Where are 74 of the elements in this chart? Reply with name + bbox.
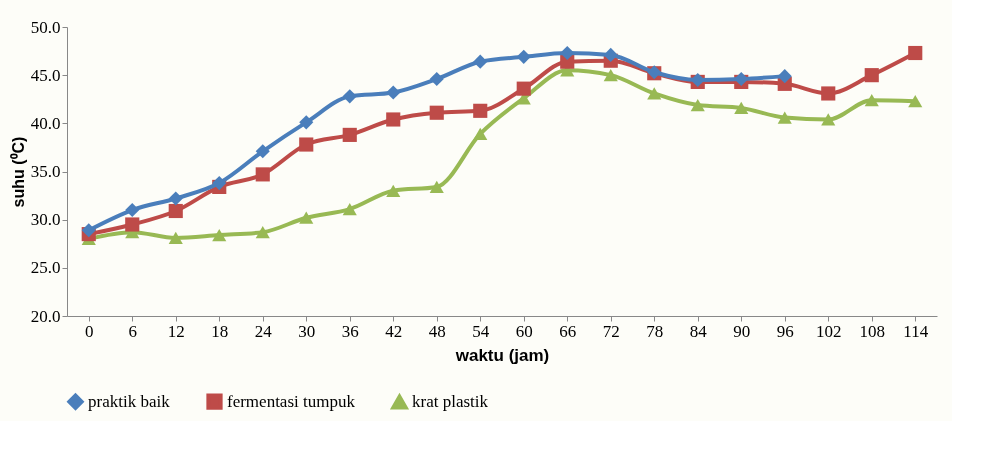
point xyxy=(125,217,140,232)
x-tick-label: 90 xyxy=(733,321,751,341)
y-axis-title: suhu (⁰C) xyxy=(9,136,27,208)
x-tick-label: 6 xyxy=(128,321,137,341)
x-tick-label: 84 xyxy=(689,321,708,341)
point xyxy=(473,127,488,141)
y-tick-label: 40.0 xyxy=(30,113,61,133)
point xyxy=(429,105,444,120)
point xyxy=(342,202,357,216)
x-tick-label: 36 xyxy=(341,321,359,341)
point xyxy=(603,69,618,82)
x-tick-label: 96 xyxy=(776,321,794,341)
y-tick-label: 25.0 xyxy=(30,258,61,278)
x-tick-label: 60 xyxy=(515,321,533,341)
x-tick-label: 24 xyxy=(254,321,273,341)
point xyxy=(734,101,749,115)
x-tick-label: 114 xyxy=(903,321,929,341)
y-tick-label: 45.0 xyxy=(30,65,61,85)
x-tick-label: 66 xyxy=(559,321,577,341)
point xyxy=(299,115,314,130)
y-tick-label: 20.0 xyxy=(30,306,61,326)
x-tick-label: 12 xyxy=(167,321,185,341)
x-tick-label: 30 xyxy=(298,321,316,341)
point xyxy=(516,81,531,96)
point xyxy=(821,113,836,126)
x-tick-label: 78 xyxy=(646,321,664,341)
point xyxy=(386,85,401,100)
point xyxy=(908,45,923,61)
y-tick-label: 35.0 xyxy=(30,162,61,181)
point xyxy=(386,112,401,127)
point xyxy=(429,71,444,87)
x-tick-label: 102 xyxy=(816,321,842,341)
x-tick-label: 42 xyxy=(385,321,403,341)
legend-label: krat plastik xyxy=(412,392,489,412)
point xyxy=(299,137,314,152)
point xyxy=(864,94,879,107)
point xyxy=(690,98,705,112)
x-tick-label: 72 xyxy=(602,321,620,341)
point xyxy=(473,103,488,118)
point xyxy=(81,223,96,238)
point xyxy=(603,47,618,63)
point xyxy=(473,54,488,69)
point xyxy=(647,87,662,100)
x-tick-label: 0 xyxy=(85,321,94,341)
point xyxy=(255,226,270,239)
point xyxy=(516,49,531,64)
point xyxy=(864,68,879,83)
point xyxy=(168,231,183,245)
point xyxy=(255,167,270,182)
x-tick-label: 18 xyxy=(211,321,229,341)
point xyxy=(342,89,357,104)
x-tick-label: 54 xyxy=(472,321,490,341)
point xyxy=(212,228,227,242)
legend-label: fermentasi tumpuk xyxy=(227,391,356,411)
point xyxy=(386,184,401,197)
legend-label: praktik baik xyxy=(88,391,171,411)
point xyxy=(125,202,140,218)
point xyxy=(299,211,314,224)
point xyxy=(821,86,836,101)
point xyxy=(168,203,183,219)
point xyxy=(212,175,227,191)
point xyxy=(342,127,357,142)
y-tick-label: 50.0 xyxy=(30,17,61,37)
x-tick-label: 108 xyxy=(859,321,885,341)
x-axis-title: waktu (jam) xyxy=(454,345,550,365)
point xyxy=(560,45,575,61)
point xyxy=(429,180,444,194)
y-tick-label: 30.0 xyxy=(30,210,61,230)
point xyxy=(777,69,792,84)
x-tick-label: 48 xyxy=(428,321,446,341)
point xyxy=(168,191,183,206)
point xyxy=(908,95,923,108)
point xyxy=(777,111,792,124)
point xyxy=(255,144,270,159)
